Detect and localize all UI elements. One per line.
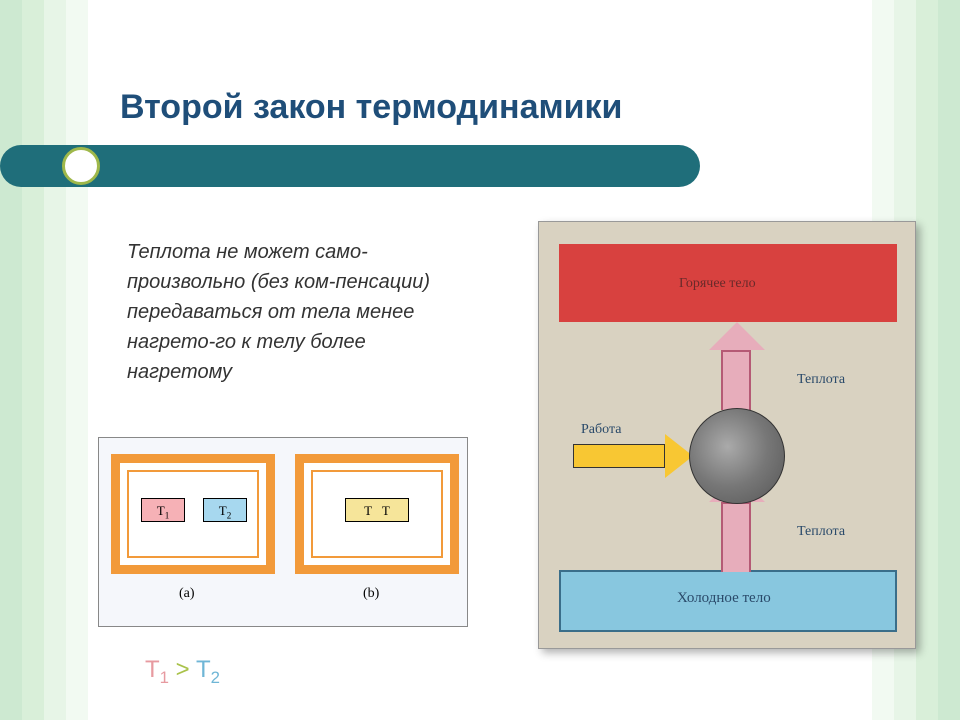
panel-a-label: (a) — [179, 586, 195, 602]
bg-stripe-right-1 — [938, 0, 960, 720]
title-bar — [0, 145, 700, 187]
work-arrow-label: Работа — [581, 422, 621, 438]
bg-stripe-left-1 — [0, 0, 22, 720]
inequality: T1 > T2 — [145, 656, 220, 688]
bg-stripe-left-4 — [66, 0, 88, 720]
heat-arrow-bottom-stem — [721, 502, 751, 572]
hot-reservoir-label: Горячее тело — [679, 276, 756, 292]
panel-b-box-tt: T T — [345, 498, 409, 522]
heat-arrow-top-stem — [721, 350, 751, 410]
heat-arrow-top-head — [709, 322, 765, 350]
thermo-panels: T1 T2 (a) T T (b) — [98, 437, 468, 627]
bg-stripe-right-2 — [916, 0, 938, 720]
heat-arrow-bottom-label: Теплота — [797, 524, 845, 540]
bg-stripe-left-3 — [44, 0, 66, 720]
bg-stripe-left-2 — [22, 0, 44, 720]
cold-reservoir-label: Холодное тело — [677, 590, 771, 607]
heat-arrow-top-label: Теплота — [797, 372, 845, 388]
panel-a-box-t2: T2 — [203, 498, 247, 522]
engine-circle — [689, 408, 785, 504]
body-text: Теплота не может само-произвольно (без к… — [127, 237, 457, 387]
slide-title: Второй закон термодинамики — [120, 88, 622, 127]
work-arrow-stem — [573, 444, 665, 468]
title-bullet-circle — [62, 147, 100, 185]
heat-engine-figure: Горячее тело Холодное тело Теплота Тепло… — [538, 221, 916, 649]
panel-a-box-t1: T1 — [141, 498, 185, 522]
panel-b-label: (b) — [363, 586, 379, 602]
